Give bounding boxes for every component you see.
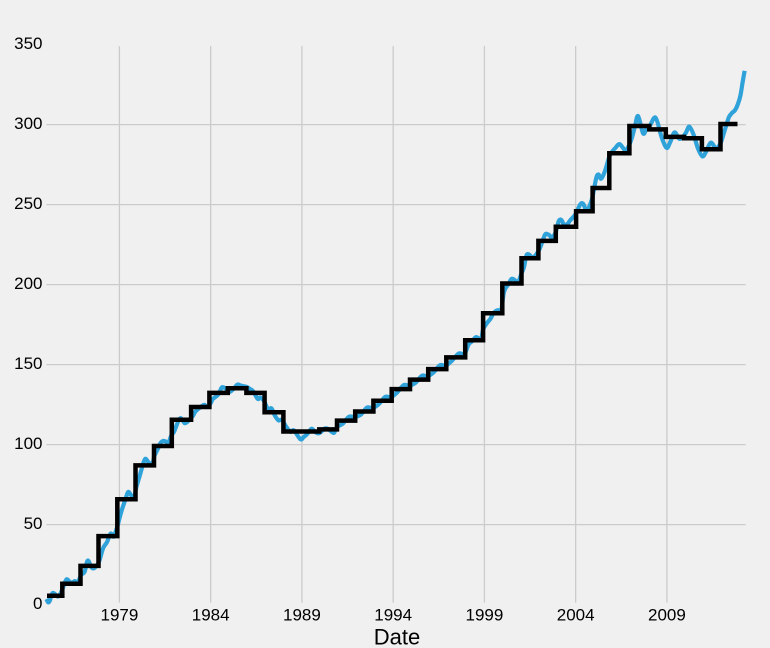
svg-text:300: 300	[14, 114, 42, 133]
svg-text:1984: 1984	[192, 605, 230, 624]
svg-text:100: 100	[14, 434, 42, 453]
svg-text:200: 200	[14, 274, 42, 293]
svg-text:1979: 1979	[100, 605, 138, 624]
svg-text:1989: 1989	[283, 605, 321, 624]
svg-text:2009: 2009	[648, 605, 686, 624]
svg-text:2004: 2004	[557, 605, 595, 624]
svg-text:250: 250	[14, 194, 42, 213]
svg-text:0: 0	[33, 594, 42, 613]
svg-text:Date: Date	[374, 624, 420, 648]
svg-text:50: 50	[24, 514, 43, 533]
svg-text:350: 350	[14, 34, 42, 53]
svg-text:1999: 1999	[465, 605, 503, 624]
svg-text:1994: 1994	[374, 605, 412, 624]
svg-text:150: 150	[14, 354, 42, 373]
